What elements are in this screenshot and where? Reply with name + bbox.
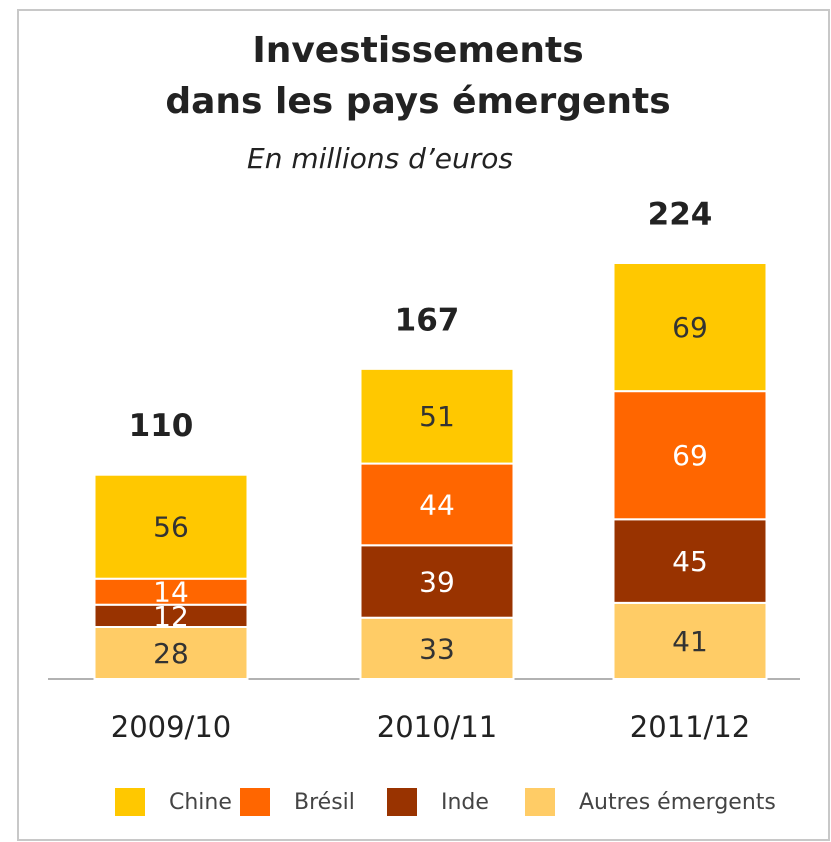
bar-segment [359,367,515,465]
bar-segment [359,616,515,681]
data-label: 14 [153,576,189,609]
data-label: 41 [672,625,708,658]
data-label: 45 [672,545,708,578]
legend-swatch [115,788,145,816]
data-label: 56 [153,511,189,544]
chart-subtitle: En millions d’euros [247,142,513,175]
data-label: 51 [419,400,455,433]
bar-segment [93,577,249,606]
legend-label: Chine [169,790,232,815]
legend-label: Brésil [294,790,355,815]
bar-segment [612,601,768,680]
bar-segment [93,626,249,680]
bar-segment [93,473,249,580]
legend-swatch [387,788,417,816]
data-label: 69 [672,311,708,344]
chart-title: dans les pays émergents [165,81,670,122]
bar-segment [359,462,515,547]
total-label: 110 [129,408,194,444]
data-label: 28 [153,637,189,670]
x-tick-label: 2009/10 [111,710,231,744]
total-label: 224 [648,197,713,233]
total-label: 167 [395,302,460,338]
legend-swatch [525,788,555,816]
bar-segment [612,518,768,604]
data-label: 33 [419,632,455,665]
data-label: 44 [419,488,455,521]
legend-label: Autres émergents [579,790,776,815]
data-label: 69 [672,439,708,472]
chart-title: Investissements [252,30,583,71]
x-tick-label: 2011/12 [630,710,750,744]
x-tick-label: 2010/11 [377,710,497,744]
bar-segment [612,390,768,521]
legend-swatch [240,788,270,816]
bar-segment [612,262,768,393]
legend-label: Inde [441,790,489,815]
bar-segment [359,544,515,619]
data-label: 39 [419,566,455,599]
